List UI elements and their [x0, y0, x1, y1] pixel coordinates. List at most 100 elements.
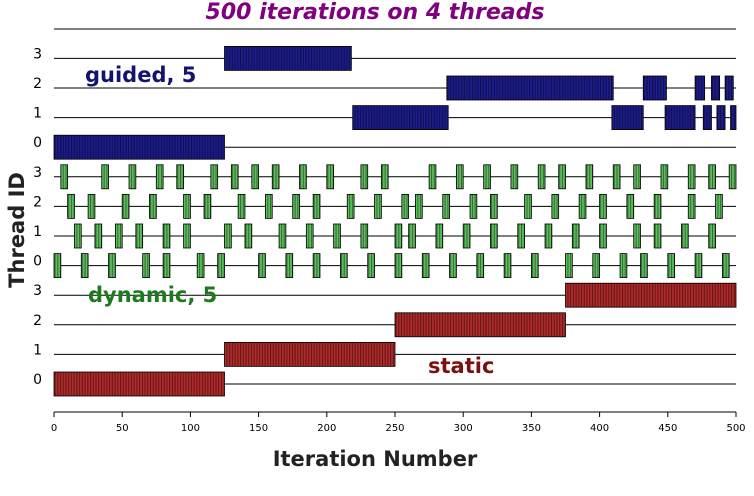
segment-stripes — [395, 253, 402, 278]
segment-stripes — [81, 253, 89, 278]
segment-stripes — [54, 372, 225, 396]
segment-stripes — [456, 164, 464, 189]
segment-stripes — [531, 253, 539, 278]
segment-stripes — [620, 253, 627, 278]
segment-stripes — [395, 224, 402, 248]
x-tick-label: 100 — [181, 423, 200, 434]
y-tick-label: 1 — [33, 106, 42, 122]
y-tick-label: 0 — [33, 372, 42, 388]
segment-stripes — [572, 224, 580, 248]
segment-stripes — [565, 253, 573, 278]
segment-stripes — [108, 253, 116, 278]
segment-stripes — [633, 224, 641, 248]
x-tick-label: 200 — [317, 423, 336, 434]
segment-stripes — [313, 194, 320, 219]
segment-stripes — [510, 164, 518, 189]
segment-stripes — [224, 224, 232, 248]
segment-stripes — [340, 253, 348, 278]
segment-stripes — [142, 253, 150, 278]
segment-stripes — [210, 164, 218, 189]
segment-stripes — [231, 164, 239, 189]
y-axis-label: Thread ID — [5, 172, 29, 288]
y-tick-label: 1 — [33, 342, 42, 358]
y-tick-label: 0 — [33, 135, 42, 151]
segment-stripes — [381, 164, 389, 189]
segment-stripes — [279, 224, 286, 248]
segment-stripes — [715, 194, 723, 219]
segment-stripes — [654, 224, 661, 248]
segment-stripes — [729, 164, 736, 189]
segment-stripes — [408, 224, 416, 248]
segment-stripes — [217, 253, 225, 278]
segment-stripes — [695, 76, 705, 100]
segment-stripes — [415, 194, 423, 219]
segment-stripes — [703, 105, 712, 130]
segment-stripes — [722, 253, 730, 278]
segment-stripes — [67, 194, 75, 219]
segment-stripes — [395, 312, 566, 337]
y-tick-label: 3 — [33, 283, 42, 299]
segment-stripes — [367, 253, 375, 278]
y-tick-label: 2 — [33, 194, 42, 210]
segment-stripes — [306, 224, 314, 248]
segment-stripes — [176, 164, 184, 189]
segment-stripes — [149, 194, 157, 219]
segment-stripes — [333, 224, 341, 248]
segment-stripes — [224, 46, 352, 71]
segment-stripes — [135, 224, 143, 248]
segment-stripes — [660, 164, 668, 189]
segment-stripes — [565, 283, 736, 308]
segment-stripes — [449, 253, 457, 278]
segment-stripes — [360, 164, 368, 189]
segment-stripes — [446, 76, 614, 100]
chart-title: 500 iterations on 4 threads — [206, 0, 545, 25]
y-tick-label: 2 — [33, 76, 42, 92]
x-tick-label: 50 — [116, 423, 129, 434]
segment-stripes — [592, 253, 600, 278]
group-label: guided, 5 — [85, 63, 196, 87]
segment-stripes — [538, 164, 546, 189]
segment-stripes — [313, 253, 320, 278]
segment-stripes — [545, 224, 552, 248]
x-tick-label: 300 — [454, 423, 473, 434]
segment-stripes — [163, 253, 170, 278]
segment-stripes — [244, 224, 252, 248]
segment-stripes — [517, 224, 525, 248]
segment-stripes — [265, 194, 273, 219]
x-tick-label: 150 — [249, 423, 268, 434]
segment-stripes — [490, 194, 498, 219]
segment-stripes — [681, 224, 689, 248]
segment-stripes — [347, 194, 355, 219]
y-tick-label: 1 — [33, 224, 42, 240]
segment-stripes — [129, 164, 136, 189]
x-tick-label: 450 — [658, 423, 677, 434]
y-tick-label: 2 — [33, 313, 42, 329]
segment-stripes — [665, 105, 696, 130]
segment-stripes — [251, 164, 259, 189]
segment-stripes — [224, 342, 395, 367]
segment-stripes — [708, 224, 716, 248]
segment-stripes — [470, 194, 477, 219]
segment-stripes — [599, 224, 607, 248]
segment-stripes — [611, 105, 644, 130]
segment-stripes — [352, 105, 449, 130]
segment-stripes — [183, 224, 191, 248]
segment-stripes — [524, 194, 532, 219]
x-tick-label: 350 — [522, 423, 541, 434]
segment-stripes — [54, 253, 61, 278]
segment-stripes — [101, 164, 109, 189]
y-tick-label: 3 — [33, 46, 42, 62]
segment-stripes — [156, 164, 164, 189]
segment-stripes — [197, 253, 205, 278]
segment-stripes — [626, 194, 634, 219]
segment-stripes — [401, 194, 409, 219]
segment-stripes — [429, 164, 436, 189]
segment-stripes — [422, 253, 430, 278]
x-tick-label: 500 — [726, 423, 745, 434]
segment-stripes — [579, 194, 586, 219]
segment-stripes — [183, 194, 191, 219]
segment-stripes — [272, 164, 280, 189]
segment-stripes — [640, 253, 648, 278]
segment-stripes — [258, 253, 266, 278]
